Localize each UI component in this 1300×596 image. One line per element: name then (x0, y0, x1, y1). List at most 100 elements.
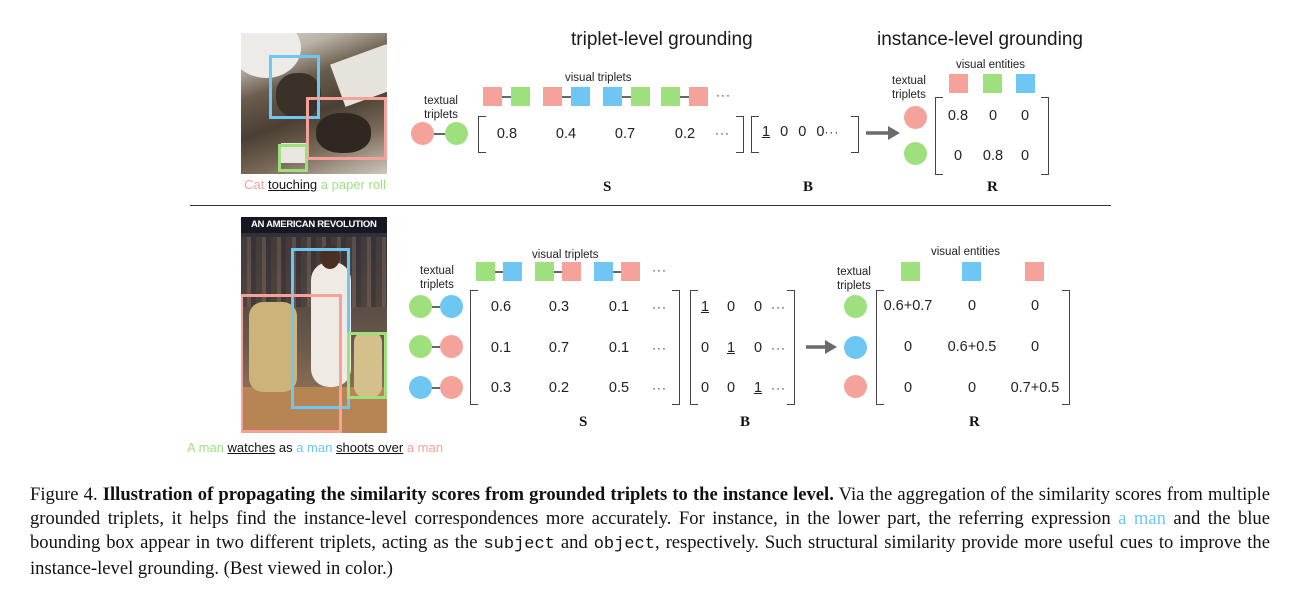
shooter-figure (311, 262, 351, 387)
banner-text: AN AMERICAN REVOLUTION (251, 219, 377, 230)
s-row2-ellipsis: ··· (652, 341, 667, 355)
vt1-subject-box (483, 87, 502, 106)
bvt1-object-box (503, 262, 522, 281)
bvt3-object-box (621, 262, 640, 281)
s-cell-3-2: 0.2 (548, 380, 570, 396)
triplet-level-title: triplet-level grounding (571, 29, 753, 50)
r-cell-2-1: 0 (953, 148, 963, 164)
r-matrix-label: R (987, 179, 998, 195)
tt3-connector (432, 387, 440, 389)
bottom-r-left-bracket (876, 290, 884, 405)
bvt3-connector (613, 271, 621, 273)
s-value-2: 0.4 (555, 126, 577, 142)
vt1-connector (502, 96, 511, 98)
instance-red-circle (904, 106, 927, 129)
vt4-connector (680, 96, 689, 98)
bottom-instance-textual-label: textual triplets (837, 266, 871, 292)
red-bounding-box (306, 97, 387, 160)
red-entity-circle (411, 122, 434, 145)
basketball-photo: AN AMERICAN REVOLUTION (241, 217, 387, 433)
s-row-ellipsis: ··· (715, 126, 730, 140)
caption-part-2: watches (227, 440, 276, 455)
caption-part-1: A man (187, 440, 224, 455)
instance-green-circle (904, 142, 927, 165)
tt2-object-circle (440, 335, 463, 358)
b-cell-1-1: 1 (700, 299, 710, 315)
bvt2-object-box (562, 262, 581, 281)
cat-shape-1 (276, 73, 321, 118)
tt1-connector (432, 306, 440, 308)
b-matrix-right-bracket (851, 116, 859, 153)
b-cell-3-3: 1 (753, 380, 763, 396)
green-bounding-box (278, 144, 308, 172)
bottom-s-right-bracket (672, 290, 680, 405)
entity-blue-box (1016, 74, 1035, 93)
textual-triplets-label: textual triplets (424, 95, 458, 121)
caption-text-1: Via the aggregation of the similarity sc… (30, 484, 1270, 529)
blue-bounding-box-shooter (291, 248, 350, 409)
tt1-subject-circle (409, 295, 432, 318)
b-value-2: 0 (780, 124, 789, 140)
banner-strip (241, 217, 387, 233)
caption-text-2: and the blue bounding box appear in two … (30, 508, 1270, 553)
vt3-subject-box (603, 87, 622, 106)
s-matrix-label: S (603, 179, 612, 195)
r-bottom-cell-3-3: 0.7+0.5 (1010, 380, 1060, 396)
entity-red-box (949, 74, 968, 93)
red-bounding-box-defender (241, 294, 342, 433)
visual-triplets-label: visual triplets (565, 72, 632, 84)
tt1-object-circle (440, 295, 463, 318)
vt4-object-box (689, 87, 708, 106)
s-cell-1-2: 0.3 (548, 299, 570, 315)
b-cell-2-3: 0 (753, 340, 763, 356)
r-matrix-right-bracket (1041, 97, 1049, 175)
bottom-b-right-bracket (787, 290, 795, 405)
tt2-connector (432, 346, 440, 348)
r-cell-1-2: 0 (988, 108, 998, 124)
s-cell-3-3: 0.5 (608, 380, 630, 396)
green-entity-circle (445, 122, 468, 145)
s-value-4: 0.2 (674, 126, 696, 142)
caption-subject: Cat (244, 177, 265, 192)
r-bottom-cell-1-2: 0 (967, 298, 977, 314)
bottom-instance-blue-circle (844, 336, 867, 359)
watcher-figure (354, 332, 382, 397)
bottom-arrow-right-icon (806, 340, 837, 354)
b-row3-ellipsis: ··· (771, 381, 786, 395)
b-matrix-label: B (803, 179, 814, 195)
r-bottom-cell-1-1: 0.6+0.7 (883, 298, 933, 314)
triplet-connector (434, 133, 445, 135)
b-cell-1-3: 0 (753, 299, 763, 315)
bottom-s-label: S (579, 414, 588, 430)
entity-green-box (983, 74, 1002, 93)
green-bounding-box-watcher (347, 332, 387, 399)
s-cell-2-3: 0.1 (608, 340, 630, 356)
b-cell-3-2: 0 (726, 380, 736, 396)
bvt1-subject-box (476, 262, 495, 281)
tt3-object-circle (440, 376, 463, 399)
arrow-right-icon (866, 126, 900, 140)
b-cell-2-2: 1 (726, 340, 736, 356)
vt2-subject-box (543, 87, 562, 106)
bottom-textual-triplets-label: textual triplets (420, 265, 454, 291)
caption-predicate: touching (268, 177, 318, 192)
bvt2-connector (554, 271, 562, 273)
cat-shape-2 (316, 113, 371, 153)
b-matrix-values: 1 0 0 0··· (762, 124, 839, 140)
caption-prefix: Figure 4. (30, 484, 98, 505)
b-row-ellipsis: ··· (824, 125, 840, 139)
s-cell-1-3: 0.1 (608, 299, 630, 315)
caption-text-3: and (560, 532, 588, 553)
vt1-object-box (511, 87, 530, 106)
blue-bounding-box (269, 55, 320, 119)
r-bottom-cell-2-1: 0 (903, 339, 913, 355)
r-cell-1-3: 0 (1020, 108, 1030, 124)
b-cell-3-1: 0 (700, 380, 710, 396)
visual-triplets-ellipsis: ··· (716, 88, 731, 102)
bottom-entity-green-box (901, 262, 920, 281)
bottom-entity-blue-box (962, 262, 981, 281)
caption-part-5: shoots over (335, 440, 404, 455)
s-matrix-right-bracket (736, 116, 744, 153)
instance-textual-triplets-label: textual triplets (892, 75, 926, 101)
visual-entities-label: visual entities (956, 59, 1026, 71)
